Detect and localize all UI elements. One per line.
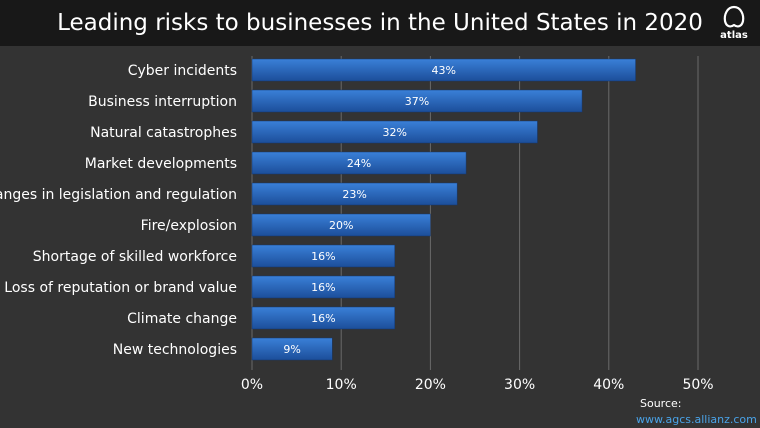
category-label: Loss of reputation or brand value bbox=[4, 280, 237, 296]
bar bbox=[251, 275, 395, 299]
category-label: Market developments bbox=[85, 156, 237, 172]
bar bbox=[251, 213, 431, 237]
bar bbox=[251, 306, 395, 330]
data-label: 24% bbox=[347, 157, 371, 170]
bar bbox=[251, 337, 333, 361]
bar bbox=[251, 89, 583, 113]
data-label: 43% bbox=[432, 64, 456, 77]
category-label: Business interruption bbox=[88, 94, 237, 110]
bar bbox=[251, 58, 636, 82]
atlas-logo-icon bbox=[723, 5, 745, 28]
bar-chart: Cyber incidents 43% Business interruption 3… bbox=[0, 56, 714, 393]
source-label: Source: bbox=[640, 397, 682, 410]
category-label: Shortage of skilled workforce bbox=[33, 249, 237, 265]
x-tick-label: 50% bbox=[682, 377, 713, 393]
logo-text: atlas bbox=[720, 30, 748, 41]
data-label: 16% bbox=[311, 250, 335, 263]
category-label: Cyber incidents bbox=[128, 63, 237, 79]
chart-title: Leading risks to businesses in the Unite… bbox=[57, 10, 703, 36]
data-label: 20% bbox=[329, 219, 353, 232]
source-link[interactable]: www.agcs.allianz.com bbox=[636, 413, 757, 426]
category-label: Fire/explosion bbox=[141, 218, 237, 234]
x-tick-label: 10% bbox=[326, 377, 357, 393]
x-tick-label: 20% bbox=[415, 377, 446, 393]
x-tick-label: 30% bbox=[504, 377, 535, 393]
category-label: Changes in legislation and regulation bbox=[0, 187, 237, 203]
x-tick-label: 40% bbox=[593, 377, 624, 393]
data-label: 32% bbox=[382, 126, 406, 139]
data-label: 16% bbox=[311, 312, 335, 325]
title-bar bbox=[0, 0, 760, 46]
category-label: New technologies bbox=[113, 342, 237, 358]
bar bbox=[251, 151, 467, 175]
data-label: 9% bbox=[283, 343, 300, 356]
category-label: Climate change bbox=[127, 311, 237, 327]
data-label: 37% bbox=[405, 95, 429, 108]
bar bbox=[251, 182, 458, 206]
category-label: Natural catastrophes bbox=[90, 125, 237, 141]
bar bbox=[251, 120, 538, 144]
data-label: 16% bbox=[311, 281, 335, 294]
data-label: 23% bbox=[342, 188, 366, 201]
bar bbox=[251, 244, 395, 268]
x-tick-label: 0% bbox=[241, 377, 263, 393]
